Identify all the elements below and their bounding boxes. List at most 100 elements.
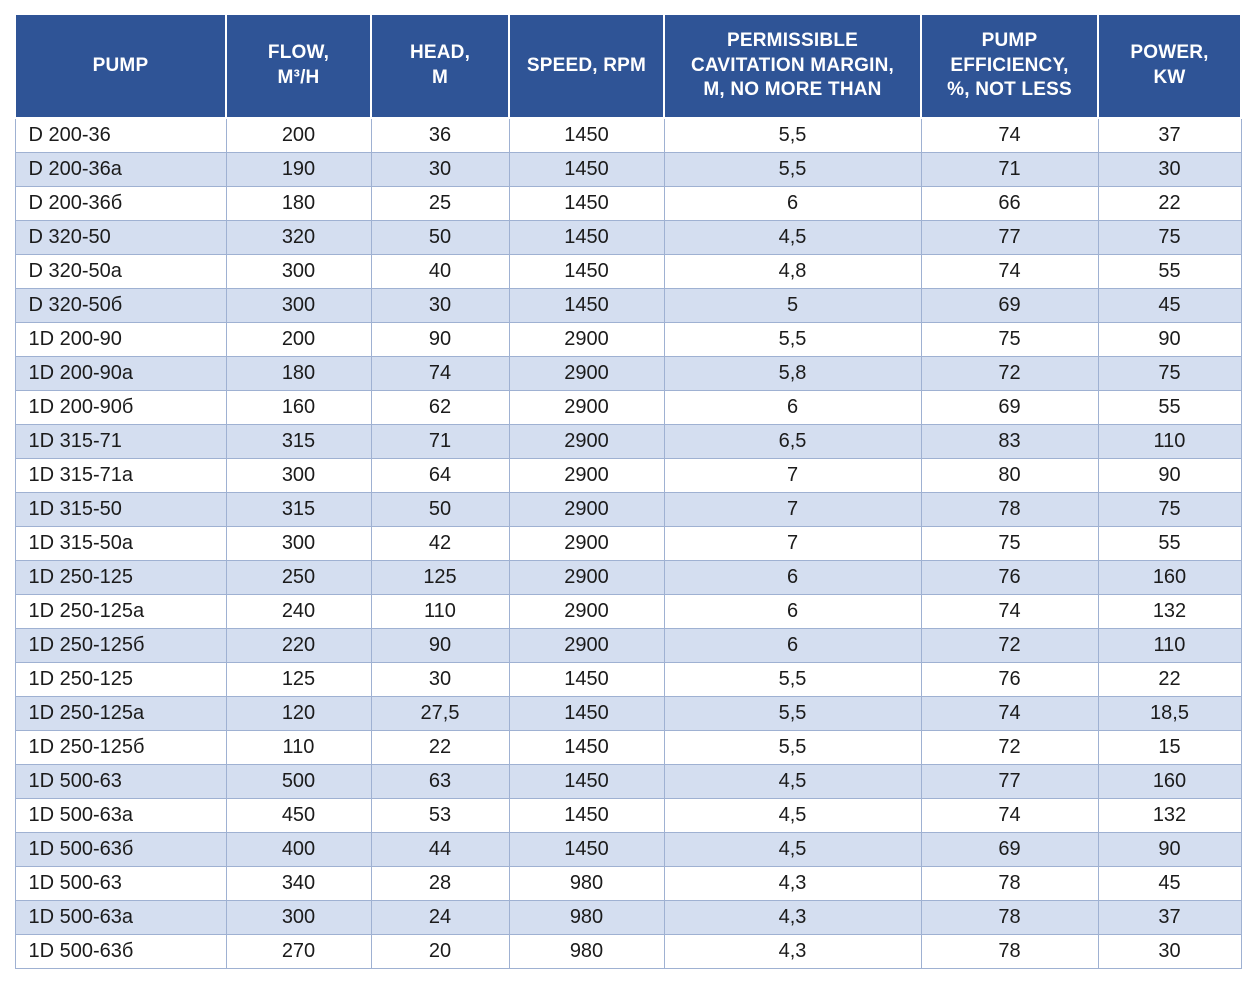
cell-speed: 2900 (508, 457, 665, 493)
cell-power: 75 (1097, 355, 1242, 391)
cell-cavitation: 4,3 (663, 899, 922, 935)
cell-efficiency: 72 (920, 729, 1099, 765)
cell-pump: D 320-50a (14, 253, 227, 289)
cell-speed: 1450 (508, 695, 665, 731)
table-row: 1D 250-125 250 125 2900 6 76 160 (14, 559, 1242, 595)
cell-efficiency: 75 (920, 321, 1099, 357)
table-row: 1D 500-63б 270 20 980 4,3 78 30 (14, 933, 1242, 969)
cell-power: 37 (1097, 117, 1242, 153)
cell-power: 55 (1097, 525, 1242, 561)
cell-power: 132 (1097, 593, 1242, 629)
cell-power: 18,5 (1097, 695, 1242, 731)
cell-cavitation: 5,5 (663, 661, 922, 697)
cell-flow: 315 (225, 423, 372, 459)
cell-power: 90 (1097, 321, 1242, 357)
cell-speed: 1450 (508, 831, 665, 867)
cell-efficiency: 66 (920, 185, 1099, 221)
cell-cavitation: 6,5 (663, 423, 922, 459)
table-row: 1D 500-63 500 63 1450 4,5 77 160 (14, 763, 1242, 799)
cell-efficiency: 80 (920, 457, 1099, 493)
cell-power: 30 (1097, 151, 1242, 187)
cell-pump: D 200-36б (14, 185, 227, 221)
cell-head: 74 (370, 355, 510, 391)
col-header-cavitation: PERMISSIBLE CAVITATION MARGIN, M, NO MOR… (663, 13, 922, 119)
cell-head: 90 (370, 627, 510, 663)
cell-cavitation: 6 (663, 389, 922, 425)
cell-flow: 300 (225, 457, 372, 493)
header-row: PUMP FLOW, M³/H HEAD, M SPEED, RPM PERMI… (14, 13, 1242, 119)
cell-speed: 1450 (508, 729, 665, 765)
cell-power: 90 (1097, 831, 1242, 867)
cell-pump: 1D 500-63 (14, 865, 227, 901)
cell-power: 110 (1097, 423, 1242, 459)
table-row: 1D 200-90a 180 74 2900 5,8 72 75 (14, 355, 1242, 391)
cell-pump: 1D 315-50 (14, 491, 227, 527)
col-header-speed: SPEED, RPM (508, 13, 665, 119)
cell-cavitation: 4,5 (663, 797, 922, 833)
cell-cavitation: 4,8 (663, 253, 922, 289)
cell-pump: 1D 500-63a (14, 797, 227, 833)
cell-power: 30 (1097, 933, 1242, 969)
cell-power: 160 (1097, 763, 1242, 799)
cell-flow: 190 (225, 151, 372, 187)
cell-flow: 300 (225, 899, 372, 935)
cell-cavitation: 4,5 (663, 831, 922, 867)
cell-cavitation: 6 (663, 559, 922, 595)
cell-speed: 2900 (508, 593, 665, 629)
cell-efficiency: 77 (920, 219, 1099, 255)
cell-flow: 250 (225, 559, 372, 595)
table-row: 1D 200-90 200 90 2900 5,5 75 90 (14, 321, 1242, 357)
cell-speed: 2900 (508, 559, 665, 595)
cell-speed: 2900 (508, 389, 665, 425)
cell-flow: 315 (225, 491, 372, 527)
cell-cavitation: 6 (663, 593, 922, 629)
cell-cavitation: 7 (663, 525, 922, 561)
cell-power: 15 (1097, 729, 1242, 765)
cell-power: 22 (1097, 661, 1242, 697)
cell-pump: 1D 200-90б (14, 389, 227, 425)
cell-cavitation: 4,5 (663, 763, 922, 799)
cell-power: 110 (1097, 627, 1242, 663)
cell-efficiency: 78 (920, 899, 1099, 935)
cell-head: 20 (370, 933, 510, 969)
cell-head: 42 (370, 525, 510, 561)
cell-speed: 980 (508, 865, 665, 901)
cell-pump: 1D 200-90 (14, 321, 227, 357)
cell-cavitation: 5,5 (663, 321, 922, 357)
cell-speed: 2900 (508, 491, 665, 527)
cell-efficiency: 74 (920, 593, 1099, 629)
cell-head: 28 (370, 865, 510, 901)
cell-speed: 1450 (508, 661, 665, 697)
cell-head: 64 (370, 457, 510, 493)
cell-head: 44 (370, 831, 510, 867)
cell-power: 75 (1097, 219, 1242, 255)
cell-pump: 1D 200-90a (14, 355, 227, 391)
cell-power: 45 (1097, 865, 1242, 901)
cell-flow: 500 (225, 763, 372, 799)
cell-power: 132 (1097, 797, 1242, 833)
cell-flow: 320 (225, 219, 372, 255)
cell-speed: 1450 (508, 219, 665, 255)
cell-cavitation: 7 (663, 457, 922, 493)
cell-head: 53 (370, 797, 510, 833)
col-header-flow: FLOW, M³/H (225, 13, 372, 119)
cell-power: 55 (1097, 253, 1242, 289)
table-row: 1D 500-63б 400 44 1450 4,5 69 90 (14, 831, 1242, 867)
table-row: 1D 315-71a 300 64 2900 7 80 90 (14, 457, 1242, 493)
cell-head: 63 (370, 763, 510, 799)
cell-efficiency: 72 (920, 355, 1099, 391)
cell-efficiency: 83 (920, 423, 1099, 459)
cell-cavitation: 4,5 (663, 219, 922, 255)
cell-efficiency: 78 (920, 491, 1099, 527)
cell-flow: 450 (225, 797, 372, 833)
cell-pump: 1D 250-125б (14, 627, 227, 663)
cell-flow: 300 (225, 287, 372, 323)
cell-power: 90 (1097, 457, 1242, 493)
table-row: 1D 315-50 315 50 2900 7 78 75 (14, 491, 1242, 527)
cell-pump: 1D 250-125 (14, 661, 227, 697)
cell-flow: 200 (225, 117, 372, 153)
col-header-efficiency: PUMP EFFICIENCY, %, NOT LESS (920, 13, 1099, 119)
cell-cavitation: 5,5 (663, 695, 922, 731)
cell-speed: 2900 (508, 423, 665, 459)
table-row: D 200-36a 190 30 1450 5,5 71 30 (14, 151, 1242, 187)
